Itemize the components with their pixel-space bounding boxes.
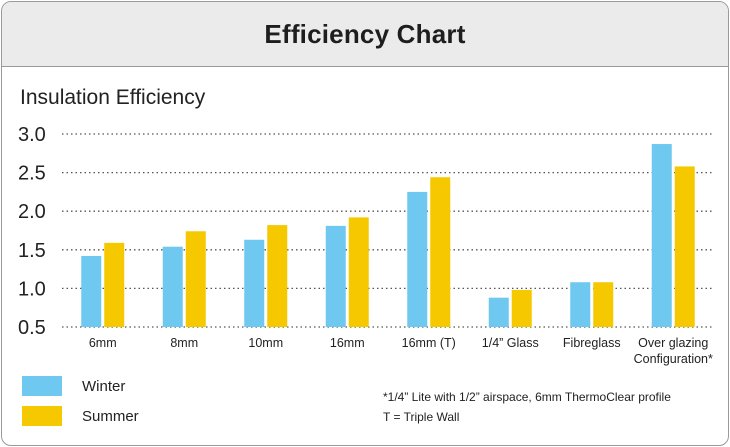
bar-winter xyxy=(325,225,346,327)
x-tick-label: Fibreglass xyxy=(563,336,621,350)
bar-winter xyxy=(488,297,509,327)
bar-summer xyxy=(267,225,288,327)
legend: Winter Summer xyxy=(22,374,139,434)
x-tick-label: Over glazing xyxy=(638,336,708,350)
bar-winter xyxy=(651,144,672,327)
legend-item-summer: Summer xyxy=(22,404,139,428)
legend-item-winter: Winter xyxy=(22,374,139,398)
x-tick-label: 1/4” Glass xyxy=(482,336,539,350)
legend-swatch-summer xyxy=(22,406,62,426)
y-tick-label: 0.5 xyxy=(18,317,46,339)
x-tick-label: 8mm xyxy=(170,336,198,350)
x-tick-label: 16mm xyxy=(330,336,365,350)
x-tick-label: 10mm xyxy=(248,336,283,350)
legend-swatch-winter xyxy=(22,376,62,396)
y-axis-label: Insulation Efficiency xyxy=(20,86,206,109)
bar-winter xyxy=(570,282,591,327)
y-tick-label: 1.5 xyxy=(18,240,46,262)
bar-winter xyxy=(162,246,183,327)
bar-winter xyxy=(244,239,265,327)
bar-summer xyxy=(511,289,532,327)
footnote: *1/4” Lite with 1/2” airspace, 6mm Therm… xyxy=(383,390,671,404)
bar-summer xyxy=(674,166,695,327)
title-bar: Efficiency Chart xyxy=(2,2,728,67)
bar-summer xyxy=(593,282,614,327)
abbreviation-note: T = Triple Wall xyxy=(383,410,460,424)
x-tick-label: Configuration* xyxy=(634,352,713,366)
bar-summer xyxy=(104,242,125,327)
y-tick-label: 2.0 xyxy=(18,201,46,223)
y-tick-label: 1.0 xyxy=(18,278,46,300)
bar-winter xyxy=(81,255,102,327)
bar-winter xyxy=(407,191,428,327)
x-tick-label: 6mm xyxy=(89,336,117,350)
legend-label-summer: Summer xyxy=(82,407,139,425)
bar-summer xyxy=(348,217,369,327)
y-tick-label: 3.0 xyxy=(18,124,46,146)
bar-summer xyxy=(185,231,206,327)
legend-label-winter: Winter xyxy=(82,377,126,395)
chart-title: Efficiency Chart xyxy=(264,18,466,49)
x-tick-label: 16mm (T) xyxy=(402,336,456,350)
notes: *1/4” Lite with 1/2” airspace, 6mm Therm… xyxy=(383,387,671,427)
bar-summer xyxy=(430,177,451,327)
y-tick-label: 2.5 xyxy=(18,163,46,185)
